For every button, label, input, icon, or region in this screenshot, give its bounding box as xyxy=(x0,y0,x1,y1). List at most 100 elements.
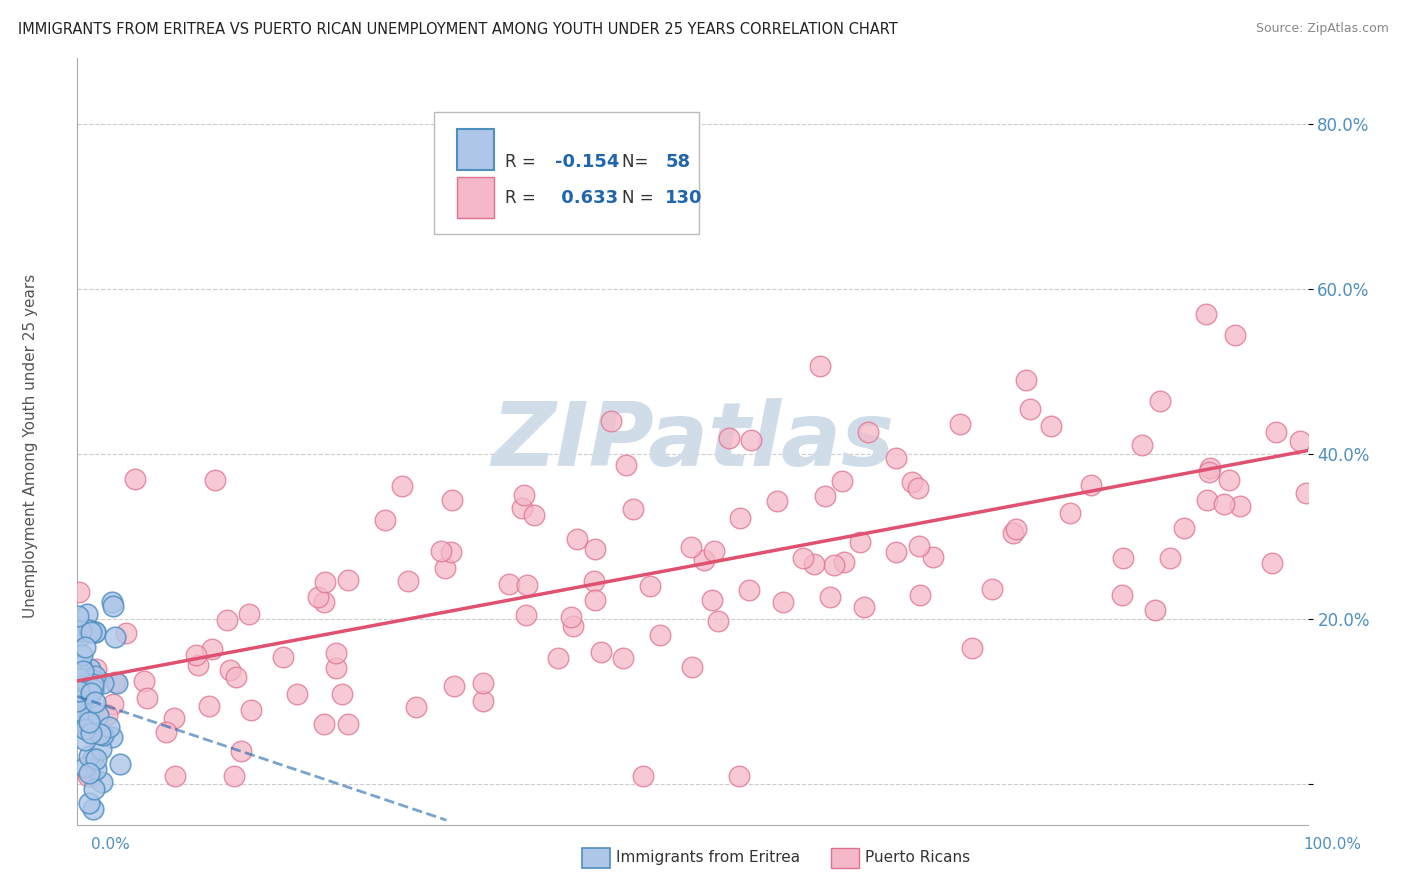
Point xyxy=(440,545,463,559)
Point xyxy=(67,671,90,685)
Point xyxy=(740,434,762,448)
Point xyxy=(75,640,97,655)
Point xyxy=(136,690,159,705)
Point xyxy=(1001,525,1024,540)
Point xyxy=(849,535,872,549)
Text: 0.633: 0.633 xyxy=(554,188,617,207)
Point xyxy=(562,619,585,633)
Point xyxy=(621,501,644,516)
Point xyxy=(1112,551,1135,566)
Point xyxy=(374,513,396,527)
Text: IMMIGRANTS FROM ERITREA VS PUERTO RICAN UNEMPLOYMENT AMONG YOUTH UNDER 25 YEARS : IMMIGRANTS FROM ERITREA VS PUERTO RICAN … xyxy=(18,22,898,37)
Point xyxy=(84,669,107,683)
Point xyxy=(124,473,146,487)
Point xyxy=(443,679,465,693)
Point xyxy=(1059,506,1081,520)
Point xyxy=(70,658,93,673)
Point xyxy=(516,578,538,592)
Point xyxy=(197,698,219,713)
Point xyxy=(1261,557,1284,571)
Point xyxy=(1223,328,1246,343)
Point xyxy=(1015,373,1038,387)
Point xyxy=(314,575,336,590)
Point xyxy=(884,545,907,559)
Point xyxy=(77,711,100,725)
Point xyxy=(1195,492,1218,507)
Point xyxy=(76,719,98,733)
Point xyxy=(515,608,537,623)
Point xyxy=(184,648,207,662)
Point xyxy=(1218,473,1240,487)
Point xyxy=(1080,478,1102,492)
Point xyxy=(337,573,360,587)
Point xyxy=(134,674,156,689)
Point xyxy=(104,631,127,645)
Point xyxy=(76,675,98,690)
Point xyxy=(91,728,114,742)
Point xyxy=(818,591,841,605)
Point xyxy=(84,752,107,766)
Point xyxy=(84,762,107,776)
Point xyxy=(498,577,520,591)
Point xyxy=(287,687,309,701)
Point xyxy=(886,451,908,466)
Point xyxy=(589,645,612,659)
Point xyxy=(524,199,547,213)
Point xyxy=(110,757,132,772)
FancyBboxPatch shape xyxy=(434,112,699,235)
Point xyxy=(218,663,240,677)
Point xyxy=(1229,499,1251,513)
Point xyxy=(648,628,671,642)
Point xyxy=(77,765,100,780)
Point xyxy=(82,682,104,697)
Point xyxy=(77,623,100,637)
Point xyxy=(434,561,457,575)
Point xyxy=(980,582,1002,597)
Point xyxy=(75,733,97,747)
Point xyxy=(79,661,101,675)
Point xyxy=(80,625,103,640)
Point xyxy=(700,592,723,607)
Point xyxy=(703,544,725,558)
Point xyxy=(72,710,94,724)
Point xyxy=(77,749,100,764)
Text: R =: R = xyxy=(506,188,541,207)
Point xyxy=(100,730,122,744)
Point xyxy=(103,698,125,712)
Point xyxy=(96,707,118,722)
Text: 0.0%: 0.0% xyxy=(91,838,131,852)
Point xyxy=(706,614,728,628)
Text: 130: 130 xyxy=(665,188,703,207)
Text: Unemployment Among Youth under 25 years: Unemployment Among Youth under 25 years xyxy=(24,274,38,618)
Point xyxy=(114,626,136,640)
Point xyxy=(80,684,103,698)
Point xyxy=(89,727,111,741)
Point xyxy=(472,676,495,690)
Point xyxy=(1040,419,1063,434)
Point xyxy=(314,717,336,731)
Point xyxy=(67,683,90,698)
Point xyxy=(814,489,837,503)
Point xyxy=(582,574,605,589)
Point xyxy=(396,574,419,589)
Point xyxy=(1143,603,1166,617)
Point xyxy=(73,759,96,773)
Point xyxy=(1295,486,1317,500)
Point xyxy=(82,751,104,765)
Point xyxy=(155,724,177,739)
Point xyxy=(565,532,588,546)
Point xyxy=(80,673,103,687)
Point xyxy=(1199,461,1222,475)
Text: 58: 58 xyxy=(665,153,690,170)
Point xyxy=(69,629,91,643)
Point xyxy=(440,492,463,507)
Point xyxy=(638,579,661,593)
Point xyxy=(204,473,226,487)
Point xyxy=(307,591,329,605)
Point xyxy=(79,796,101,810)
Point xyxy=(72,665,94,679)
Point xyxy=(585,541,607,556)
Point xyxy=(728,511,751,525)
Point xyxy=(76,607,98,622)
Point xyxy=(105,676,128,690)
